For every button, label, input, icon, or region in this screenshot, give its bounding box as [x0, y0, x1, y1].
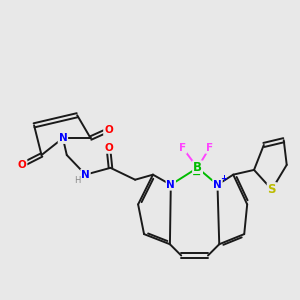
Text: +: + — [220, 174, 227, 183]
Text: S: S — [268, 183, 276, 196]
Text: N: N — [81, 170, 90, 180]
Text: N: N — [58, 133, 67, 143]
Text: O: O — [104, 143, 113, 153]
Text: O: O — [18, 160, 27, 170]
Text: F: F — [179, 143, 186, 153]
Text: B: B — [193, 161, 202, 174]
Text: H: H — [74, 176, 80, 184]
Text: F: F — [206, 143, 213, 153]
Text: N: N — [167, 180, 175, 190]
Text: O: O — [104, 125, 113, 135]
Text: N: N — [213, 180, 222, 190]
Text: −: − — [191, 170, 201, 180]
